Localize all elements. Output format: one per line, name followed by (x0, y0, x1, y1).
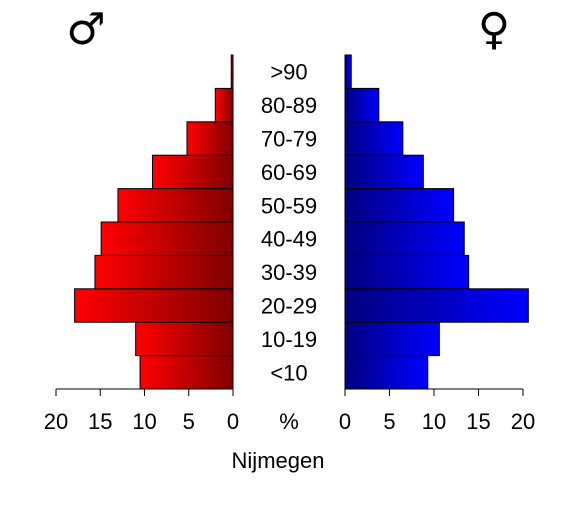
age-group-label: <10 (270, 360, 307, 385)
tick-label: 0 (339, 409, 351, 434)
tick-label: 15 (466, 409, 490, 434)
female-bar (344, 121, 404, 156)
male-bar (74, 288, 234, 323)
female-bar (344, 54, 352, 89)
age-group-label: 40-49 (261, 227, 317, 252)
age-group-label: 60-69 (261, 160, 317, 185)
male-bar (139, 355, 234, 390)
female-bar (344, 288, 529, 323)
age-group-label: 70-79 (261, 127, 317, 152)
tick-label: 15 (88, 409, 112, 434)
male-bars (74, 54, 234, 390)
unit-label: % (279, 409, 299, 434)
tick-label: 5 (383, 409, 395, 434)
tick-label: 5 (183, 409, 195, 434)
male-symbol: ♂ (66, 4, 105, 55)
tick-label: 20 (44, 409, 68, 434)
female-bar (344, 87, 380, 123)
male-bar (117, 188, 234, 223)
age-group-label: >90 (270, 60, 307, 85)
female-symbol: ♀ (478, 4, 510, 55)
female-x-axis: 0 5 10 15 20 (339, 388, 535, 434)
male-bar (151, 154, 234, 190)
x-axis-title: Nijmegen (232, 448, 325, 473)
tick-label: 10 (422, 409, 446, 434)
female-bar (344, 154, 424, 190)
tick-label: 10 (132, 409, 156, 434)
female-bar (344, 221, 465, 256)
age-group-label: 30-39 (261, 260, 317, 285)
tick-label: 20 (511, 409, 535, 434)
female-bar (344, 188, 455, 223)
age-group-label: 80-89 (261, 93, 317, 118)
age-group-label: 20-29 (261, 294, 317, 319)
male-bar (214, 87, 234, 123)
female-bar (344, 321, 440, 357)
female-bar (344, 355, 429, 390)
male-bar (135, 321, 234, 357)
female-bars (344, 54, 529, 390)
age-group-labels: <10 10-19 20-29 30-39 40-49 50-59 60-69 70-79 80… (261, 60, 317, 386)
age-group-label: 10-19 (261, 327, 317, 352)
female-bar (344, 254, 470, 290)
male-bar (186, 121, 234, 156)
male-x-axis: 20 15 10 5 0 (44, 388, 239, 434)
male-bar (100, 221, 234, 256)
age-group-label: 50-59 (261, 193, 317, 218)
male-bar (94, 254, 234, 290)
male-bar (230, 54, 234, 89)
tick-label: 0 (227, 409, 239, 434)
